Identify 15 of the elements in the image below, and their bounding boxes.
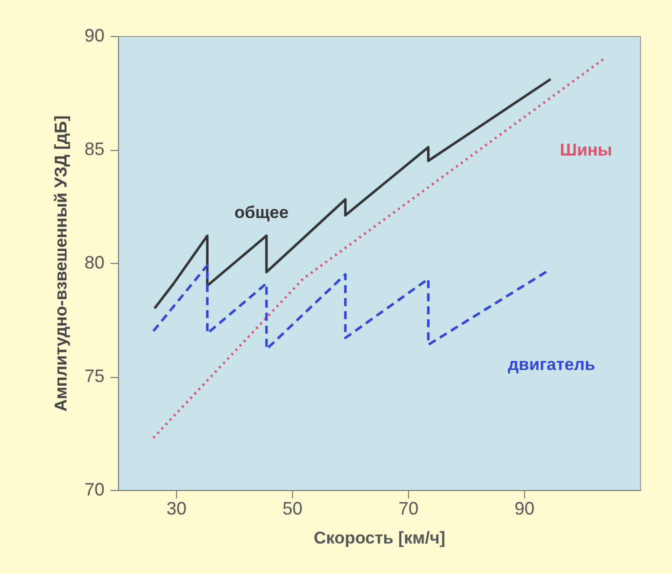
x-tick-label: 90 <box>514 498 535 518</box>
x-tick-label: 70 <box>398 498 419 518</box>
y-tick-label: 80 <box>84 252 104 272</box>
text: двигатель <box>508 354 596 374</box>
y-tick-label: 85 <box>84 139 104 159</box>
y-tick-label: 90 <box>84 26 104 46</box>
x-axis-title: Скорость [км/ч] <box>314 528 446 548</box>
x-tick-label: 30 <box>166 498 187 518</box>
x-tick-label: 50 <box>282 498 303 518</box>
y-tick-label: 70 <box>84 480 104 500</box>
line-series <box>153 78 552 310</box>
series-label: общее <box>234 202 289 222</box>
y-tick-label: 75 <box>84 366 104 386</box>
y-axis-title: Амплитудно-взвешенный УЗД [дБ] <box>51 115 70 412</box>
text: Шины <box>560 140 612 160</box>
